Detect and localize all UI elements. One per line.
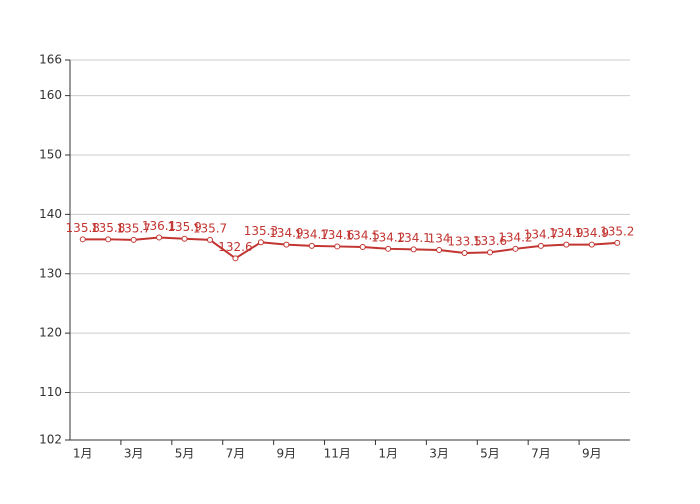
y-tick-label: 130 <box>39 266 62 280</box>
data-label: 134.5 <box>346 229 380 243</box>
data-label: 135.8 <box>66 221 100 235</box>
x-tick-label: 9月 <box>582 447 602 461</box>
point <box>79 236 86 243</box>
data-label: 132.6 <box>218 240 252 254</box>
point <box>308 242 315 249</box>
y-tick-label: 120 <box>39 326 62 340</box>
point <box>436 247 443 253</box>
x-tick-label: 1月 <box>73 447 93 461</box>
point <box>257 239 264 246</box>
data-label: 134 <box>428 232 451 246</box>
data-label: 134.2 <box>498 230 532 244</box>
x-tick-label: 5月 <box>480 447 500 461</box>
point <box>563 241 570 248</box>
point <box>487 249 493 256</box>
data-label: 135.7 <box>116 221 150 235</box>
point <box>385 245 392 252</box>
point <box>130 236 137 243</box>
line <box>82 236 618 260</box>
point <box>537 242 544 249</box>
data-label: 134.9 <box>549 226 583 240</box>
point <box>283 241 290 248</box>
x-tick-label: 7月 <box>226 447 246 461</box>
data-label: 135.2 <box>600 224 634 238</box>
data-label: 134.9 <box>269 226 303 240</box>
data-label: 136.1 <box>142 219 176 233</box>
data-label: 134.7 <box>524 227 558 241</box>
x-tick-label: 9月 <box>277 447 297 461</box>
y-tick-label: 166 <box>39 53 62 67</box>
point <box>359 244 366 251</box>
point <box>207 236 213 243</box>
y-tick-label: 150 <box>39 148 62 162</box>
data-label: 135.9 <box>167 220 201 234</box>
data-label: 134.2 <box>371 230 405 244</box>
y-tick-label: 160 <box>39 88 62 102</box>
point <box>461 249 468 256</box>
data-label: 133.6 <box>473 234 507 248</box>
data-label: 135.7 <box>193 221 227 235</box>
point <box>588 241 595 248</box>
x-tick-label: 11月 <box>324 447 351 461</box>
x-tick-label: 5月 <box>175 447 195 461</box>
data-label: 133.5 <box>447 234 481 248</box>
x-tick-label: 3月 <box>429 447 449 461</box>
data-label: 134.6 <box>320 228 354 242</box>
point <box>232 255 239 262</box>
point <box>156 234 163 241</box>
point <box>410 246 417 253</box>
point <box>181 235 188 242</box>
data-label: 135.3 <box>244 224 278 238</box>
y-tick-label: 110 <box>39 385 62 399</box>
data-label: 134.1 <box>396 231 430 245</box>
data-label: 134.9 <box>575 226 609 240</box>
point <box>512 245 519 252</box>
data-label: 135.8 <box>91 221 125 235</box>
point <box>334 243 341 250</box>
x-tick-label: 3月 <box>124 447 144 461</box>
y-tick-label: 140 <box>39 207 62 221</box>
point <box>614 239 621 246</box>
point <box>105 236 112 243</box>
data-label: 134.7 <box>295 227 329 241</box>
x-tick-label: 7月 <box>531 447 551 461</box>
y-tick-label: 102 <box>39 433 62 447</box>
x-tick-label: 1月 <box>378 447 398 461</box>
